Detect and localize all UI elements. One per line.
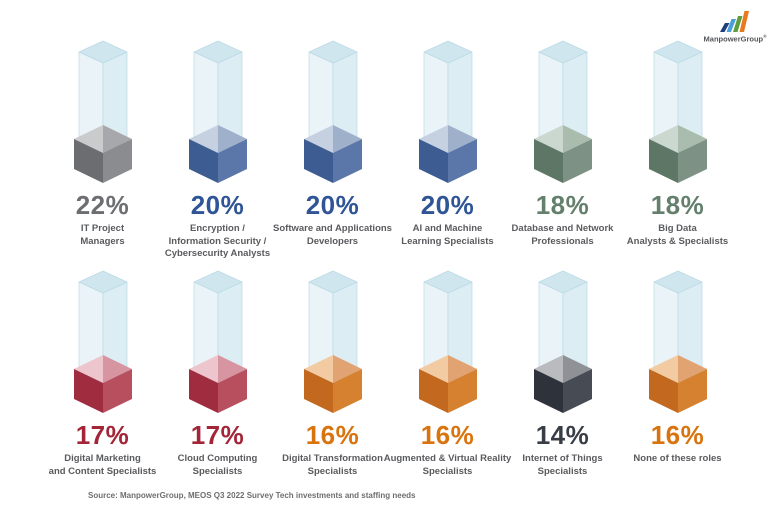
- category-label-line: Internet of Things: [522, 453, 603, 464]
- category-label-line: Database and Network: [511, 223, 614, 234]
- percent-value: 18%: [535, 190, 590, 220]
- percent-value: 18%: [650, 190, 705, 220]
- chart-column: 20% Encryption / Information Security / Cy…: [160, 40, 275, 261]
- category-label-line: Specialists: [422, 465, 473, 477]
- category-label-line: AI and Machine: [412, 223, 483, 234]
- category-label-line: Information Security /: [168, 235, 267, 247]
- chart-column: 16% Augmented & Virtual Reality Specialis…: [384, 270, 511, 478]
- registered-mark-icon: ®: [763, 34, 767, 39]
- pillar-column-icon: [73, 270, 132, 413]
- category-label: Cloud Computing Specialists: [151, 453, 285, 478]
- category-label: Internet of Things Specialists: [496, 453, 630, 478]
- category-label-line: Professionals: [531, 235, 594, 247]
- pillar-column-icon: [648, 270, 707, 413]
- category-label: Big Data Analysts & Specialists: [611, 223, 745, 248]
- category-label-line: None of these roles: [633, 453, 722, 464]
- pillar-column-icon: [648, 40, 707, 183]
- category-label: None of these roles: [611, 453, 745, 466]
- percent-value: 17%: [190, 420, 245, 450]
- source-note: Source: ManpowerGroup, MEOS Q3 2022 Surv…: [88, 491, 416, 500]
- category-label-line: Learning Specialists: [401, 235, 494, 247]
- category-label-line: Analysts & Specialists: [626, 235, 729, 247]
- percent-value: 17%: [75, 420, 130, 450]
- logo-text: ManpowerGroup®: [698, 34, 772, 44]
- logo-wordmark: ManpowerGroup: [703, 34, 764, 44]
- pillar-column-icon: [303, 270, 362, 413]
- chart-column: 17% Digital Marketing and Content Special…: [45, 270, 160, 478]
- percent-value: 20%: [305, 190, 360, 220]
- chart-column: 18% Big Data Analysts & Specialists: [620, 40, 735, 261]
- category-label: AI and Machine Learning Specialists: [381, 223, 515, 248]
- category-label: Augmented & Virtual Reality Specialists: [381, 453, 515, 478]
- pillar-column-icon: [73, 40, 132, 183]
- category-label: Digital Transformation Specialists: [266, 453, 400, 478]
- logo-bars-icon: [720, 11, 749, 32]
- category-label-line: Specialists: [307, 465, 358, 477]
- category-label-line: Cloud Computing: [177, 453, 258, 464]
- percent-value: 16%: [420, 420, 475, 450]
- percent-value: 16%: [650, 420, 705, 450]
- category-label-line: and Content Specialists: [48, 465, 157, 477]
- percent-value: 16%: [305, 420, 360, 450]
- chart-column: 14% Internet of Things Specialists: [505, 270, 620, 478]
- chart-column: 20% AI and Machine Learning Specialists: [390, 40, 505, 261]
- chart-column: 17% Cloud Computing Specialists: [160, 270, 275, 478]
- category-label-line: Specialists: [192, 465, 243, 477]
- category-label-line: Cybersecurity Analysts: [164, 248, 271, 260]
- chart-column: 16% None of these roles: [620, 270, 735, 478]
- pillar-column-icon: [303, 40, 362, 183]
- category-label-line: Software and Applications: [273, 223, 392, 234]
- category-label: Software and Applications Developers: [266, 223, 400, 248]
- chart-column: 18% Database and Network Professionals: [505, 40, 620, 261]
- category-label-line: Managers: [80, 235, 125, 247]
- percent-value: 22%: [75, 190, 130, 220]
- category-label-line: Augmented & Virtual Reality: [383, 453, 512, 464]
- chart-column: 22% IT Project Managers: [45, 40, 160, 261]
- category-label-line: IT Project: [80, 223, 125, 234]
- chart-column: 20% Software and Applications Developers: [273, 40, 392, 261]
- category-label: Database and Network Professionals: [496, 223, 630, 248]
- category-label-line: Specialists: [537, 465, 588, 477]
- category-label-line: Big Data: [658, 223, 697, 234]
- manpowergroup-logo: ManpowerGroup®: [698, 9, 772, 44]
- pillar-column-icon: [533, 40, 592, 183]
- category-label: Digital Marketing and Content Specialists: [36, 453, 170, 478]
- pillar-column-icon: [418, 40, 477, 183]
- percent-value: 14%: [535, 420, 590, 450]
- chart-column: 16% Digital Transformation Specialists: [275, 270, 390, 478]
- category-label-line: Encryption /: [190, 223, 245, 234]
- pillar-column-icon: [188, 40, 247, 183]
- percent-value: 20%: [190, 190, 245, 220]
- row-1: 22% IT Project Managers 20% Encryption / I…: [45, 40, 735, 261]
- category-label-line: Developers: [306, 235, 359, 247]
- pillar-column-icon: [188, 270, 247, 413]
- category-label: IT Project Managers: [36, 223, 170, 248]
- pillar-column-icon: [418, 270, 477, 413]
- row-2: 17% Digital Marketing and Content Special…: [45, 270, 735, 478]
- category-label-line: Digital Transformation: [282, 453, 383, 464]
- category-label: Encryption / Information Security / Cybers…: [151, 223, 285, 261]
- category-label-line: Digital Marketing: [64, 453, 141, 464]
- percent-value: 20%: [420, 190, 475, 220]
- pillar-column-icon: [533, 270, 592, 413]
